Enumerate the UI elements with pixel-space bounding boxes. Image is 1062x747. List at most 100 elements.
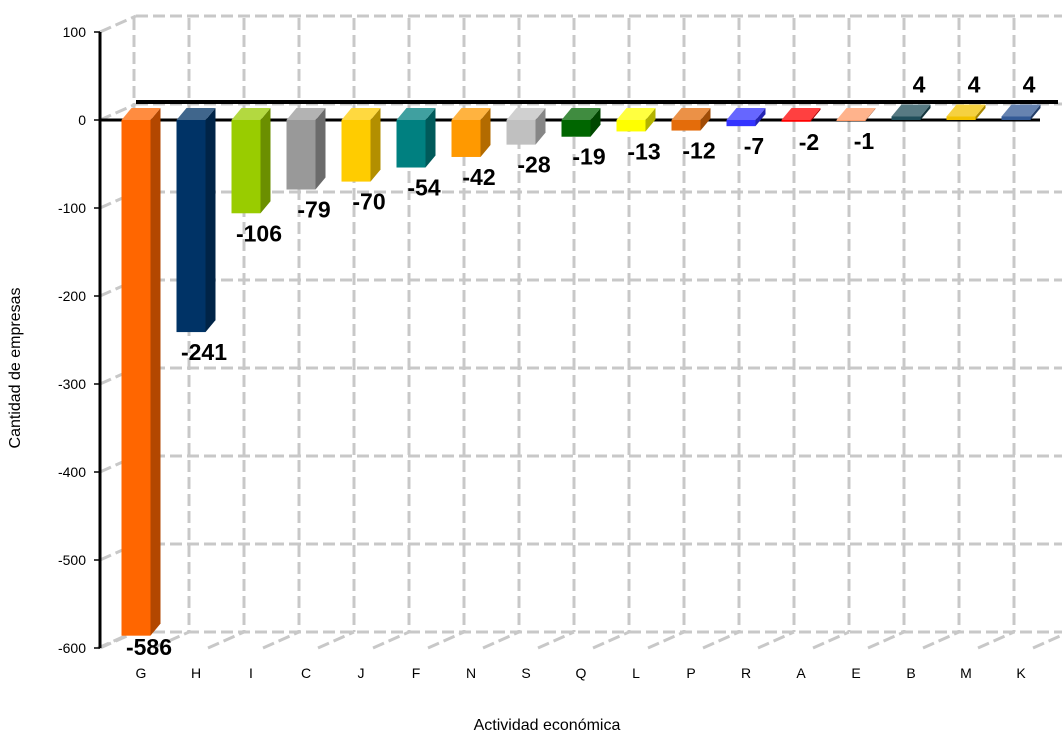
bar-I bbox=[231, 108, 271, 214]
bar-top bbox=[451, 108, 491, 120]
gridline-floor bbox=[262, 630, 300, 650]
y-tick-label: -100 bbox=[58, 200, 86, 216]
gridline-floor bbox=[482, 630, 520, 650]
bar-top bbox=[231, 108, 271, 120]
data-label: -586 bbox=[126, 634, 172, 660]
x-axis-title: Actividad económica bbox=[474, 717, 621, 734]
bar-side bbox=[150, 108, 161, 636]
bar-front bbox=[506, 120, 536, 145]
bar-side bbox=[425, 108, 436, 168]
data-label: -2 bbox=[799, 129, 819, 155]
data-label: -12 bbox=[682, 138, 715, 164]
gridline-depth bbox=[99, 102, 137, 122]
data-label: 4 bbox=[968, 71, 981, 97]
gridline-floor bbox=[812, 630, 850, 650]
y-tick-label: -400 bbox=[58, 464, 86, 480]
bar-R bbox=[726, 108, 766, 127]
data-label: -13 bbox=[627, 138, 660, 164]
bar-side bbox=[920, 104, 931, 120]
bar-front bbox=[946, 116, 976, 120]
bar-side bbox=[260, 108, 271, 214]
x-tick-label: C bbox=[301, 665, 311, 681]
x-tick-label: I bbox=[249, 665, 253, 681]
y-tick-label: -500 bbox=[58, 552, 86, 568]
data-label: -241 bbox=[181, 339, 227, 365]
bar-top bbox=[726, 108, 766, 120]
bar-front bbox=[121, 120, 151, 636]
bar-G bbox=[121, 108, 161, 636]
gridline-depth bbox=[99, 542, 137, 562]
bar-top bbox=[121, 108, 161, 120]
bar-side bbox=[480, 108, 491, 157]
bar-top bbox=[561, 108, 601, 120]
bar-front bbox=[341, 120, 371, 182]
bar-front bbox=[726, 120, 756, 127]
x-tick-label: P bbox=[686, 665, 695, 681]
bar-top bbox=[1001, 104, 1041, 117]
bar-front bbox=[561, 120, 591, 137]
gridline-depth bbox=[99, 278, 137, 298]
bar-front bbox=[396, 120, 426, 168]
gridline-floor bbox=[867, 630, 905, 650]
bar-layer bbox=[121, 104, 1041, 636]
bar-front bbox=[176, 120, 206, 333]
bar-Q bbox=[561, 108, 601, 137]
bar-P bbox=[671, 108, 711, 131]
bar-side bbox=[700, 108, 711, 131]
gridline-depth bbox=[99, 14, 137, 34]
bar-front bbox=[616, 120, 646, 132]
bar-K bbox=[1001, 104, 1041, 120]
gridline-floor bbox=[647, 630, 685, 650]
x-tick-label: E bbox=[851, 665, 860, 681]
bar-front bbox=[781, 120, 811, 122]
bar-top bbox=[891, 104, 931, 117]
gridline-floor bbox=[977, 630, 1015, 650]
gridline-floor bbox=[152, 630, 190, 650]
gridline-floor bbox=[537, 630, 575, 650]
data-label: -7 bbox=[744, 133, 764, 159]
bar-C bbox=[286, 108, 326, 190]
bar-side bbox=[810, 108, 821, 122]
bar-side bbox=[535, 108, 546, 145]
bar-top bbox=[396, 108, 436, 120]
gridline-floor bbox=[922, 630, 960, 650]
gridline-depth bbox=[99, 454, 137, 474]
bar-top bbox=[946, 104, 986, 117]
y-tick-label: -600 bbox=[58, 640, 86, 656]
gridline-depth bbox=[99, 190, 137, 210]
gridline-floor bbox=[592, 630, 630, 650]
gridline-floor bbox=[702, 630, 740, 650]
bar-top bbox=[341, 108, 381, 120]
x-tick-label: B bbox=[906, 665, 915, 681]
bar-side bbox=[645, 108, 656, 132]
y-axis-title: Cantidad de empresas bbox=[7, 288, 24, 449]
bar-S bbox=[506, 108, 546, 145]
bar-front bbox=[836, 120, 866, 121]
gridline-floor bbox=[372, 630, 410, 650]
data-label: -79 bbox=[297, 197, 330, 223]
bar-E bbox=[836, 108, 876, 121]
bar-side bbox=[865, 108, 876, 121]
x-tick-label: G bbox=[136, 665, 147, 681]
bar-top bbox=[176, 108, 216, 120]
bar-front bbox=[891, 116, 921, 120]
bar-top bbox=[286, 108, 326, 120]
x-tick-label: H bbox=[191, 665, 201, 681]
data-label: -54 bbox=[407, 175, 440, 201]
x-tick-label: R bbox=[741, 665, 751, 681]
bar-J bbox=[341, 108, 381, 182]
y-tick-label: -300 bbox=[58, 376, 86, 392]
bar-H bbox=[176, 108, 216, 333]
y-tick-label: 100 bbox=[63, 24, 87, 40]
x-tick-label: K bbox=[1016, 665, 1026, 681]
data-label: -106 bbox=[236, 220, 282, 246]
bar-B bbox=[891, 104, 931, 120]
bar-side bbox=[975, 104, 986, 120]
data-label: 4 bbox=[1023, 71, 1036, 97]
x-tick-label: A bbox=[796, 665, 806, 681]
gridline-floor bbox=[317, 630, 355, 650]
x-tick-label: M bbox=[960, 665, 972, 681]
bar-top bbox=[781, 108, 821, 120]
